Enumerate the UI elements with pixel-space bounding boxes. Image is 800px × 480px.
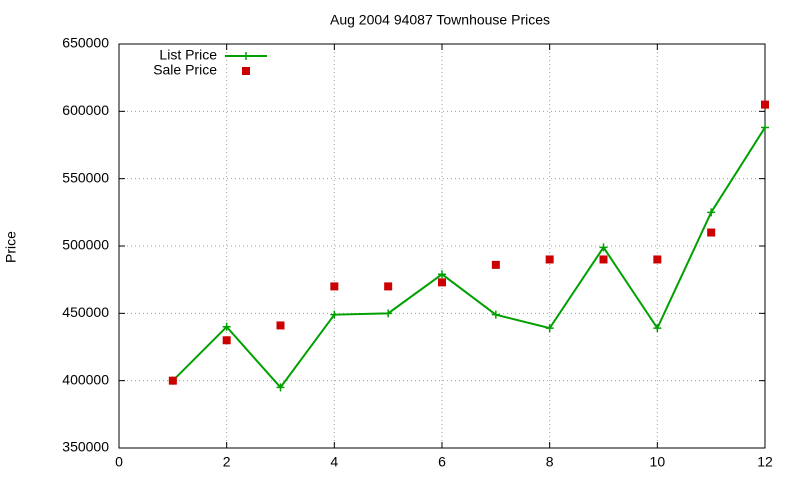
x-tick-label: 10 [650,454,666,470]
legend-label: List Price [159,47,217,63]
marker [599,255,608,264]
legend-marker [242,67,250,75]
marker [330,310,339,319]
legend-label: Sale Price [153,62,217,78]
x-tick-label: 6 [438,454,446,470]
marker [276,383,285,392]
legend-marker [242,52,250,60]
marker [653,324,662,333]
marker [384,309,393,318]
marker [707,228,716,237]
plot-frame [118,43,766,449]
marker [491,260,500,269]
marker [384,282,393,291]
marker [330,282,339,291]
y-tick-label: 500000 [62,237,109,253]
x-tick-label: 8 [546,454,554,470]
y-tick-label: 600000 [62,102,109,118]
y-tick-label: 650000 [62,35,109,51]
chart-title: Aug 2004 94087 Townhouse Prices [330,12,550,28]
marker [222,336,231,345]
marker [545,324,554,333]
x-tick-label: 4 [330,454,338,470]
marker [653,255,662,264]
y-tick-label: 350000 [62,439,109,455]
marker [761,123,769,132]
y-tick-label: 400000 [62,371,109,387]
marker [599,243,608,252]
x-tick-label: 2 [223,454,231,470]
y-tick-label: 550000 [62,169,109,185]
y-axis-label: Price [3,231,19,263]
marker [761,100,769,109]
marker [491,310,500,319]
x-tick-label: 0 [115,454,123,470]
x-tick-label: 12 [757,454,773,470]
marker [438,278,446,287]
y-tick-label: 450000 [62,304,109,320]
marker [707,208,716,217]
marker [438,270,446,279]
marker [276,321,285,330]
marker [168,376,177,385]
marker [222,322,231,331]
marker [545,255,554,264]
series-line [172,126,766,389]
